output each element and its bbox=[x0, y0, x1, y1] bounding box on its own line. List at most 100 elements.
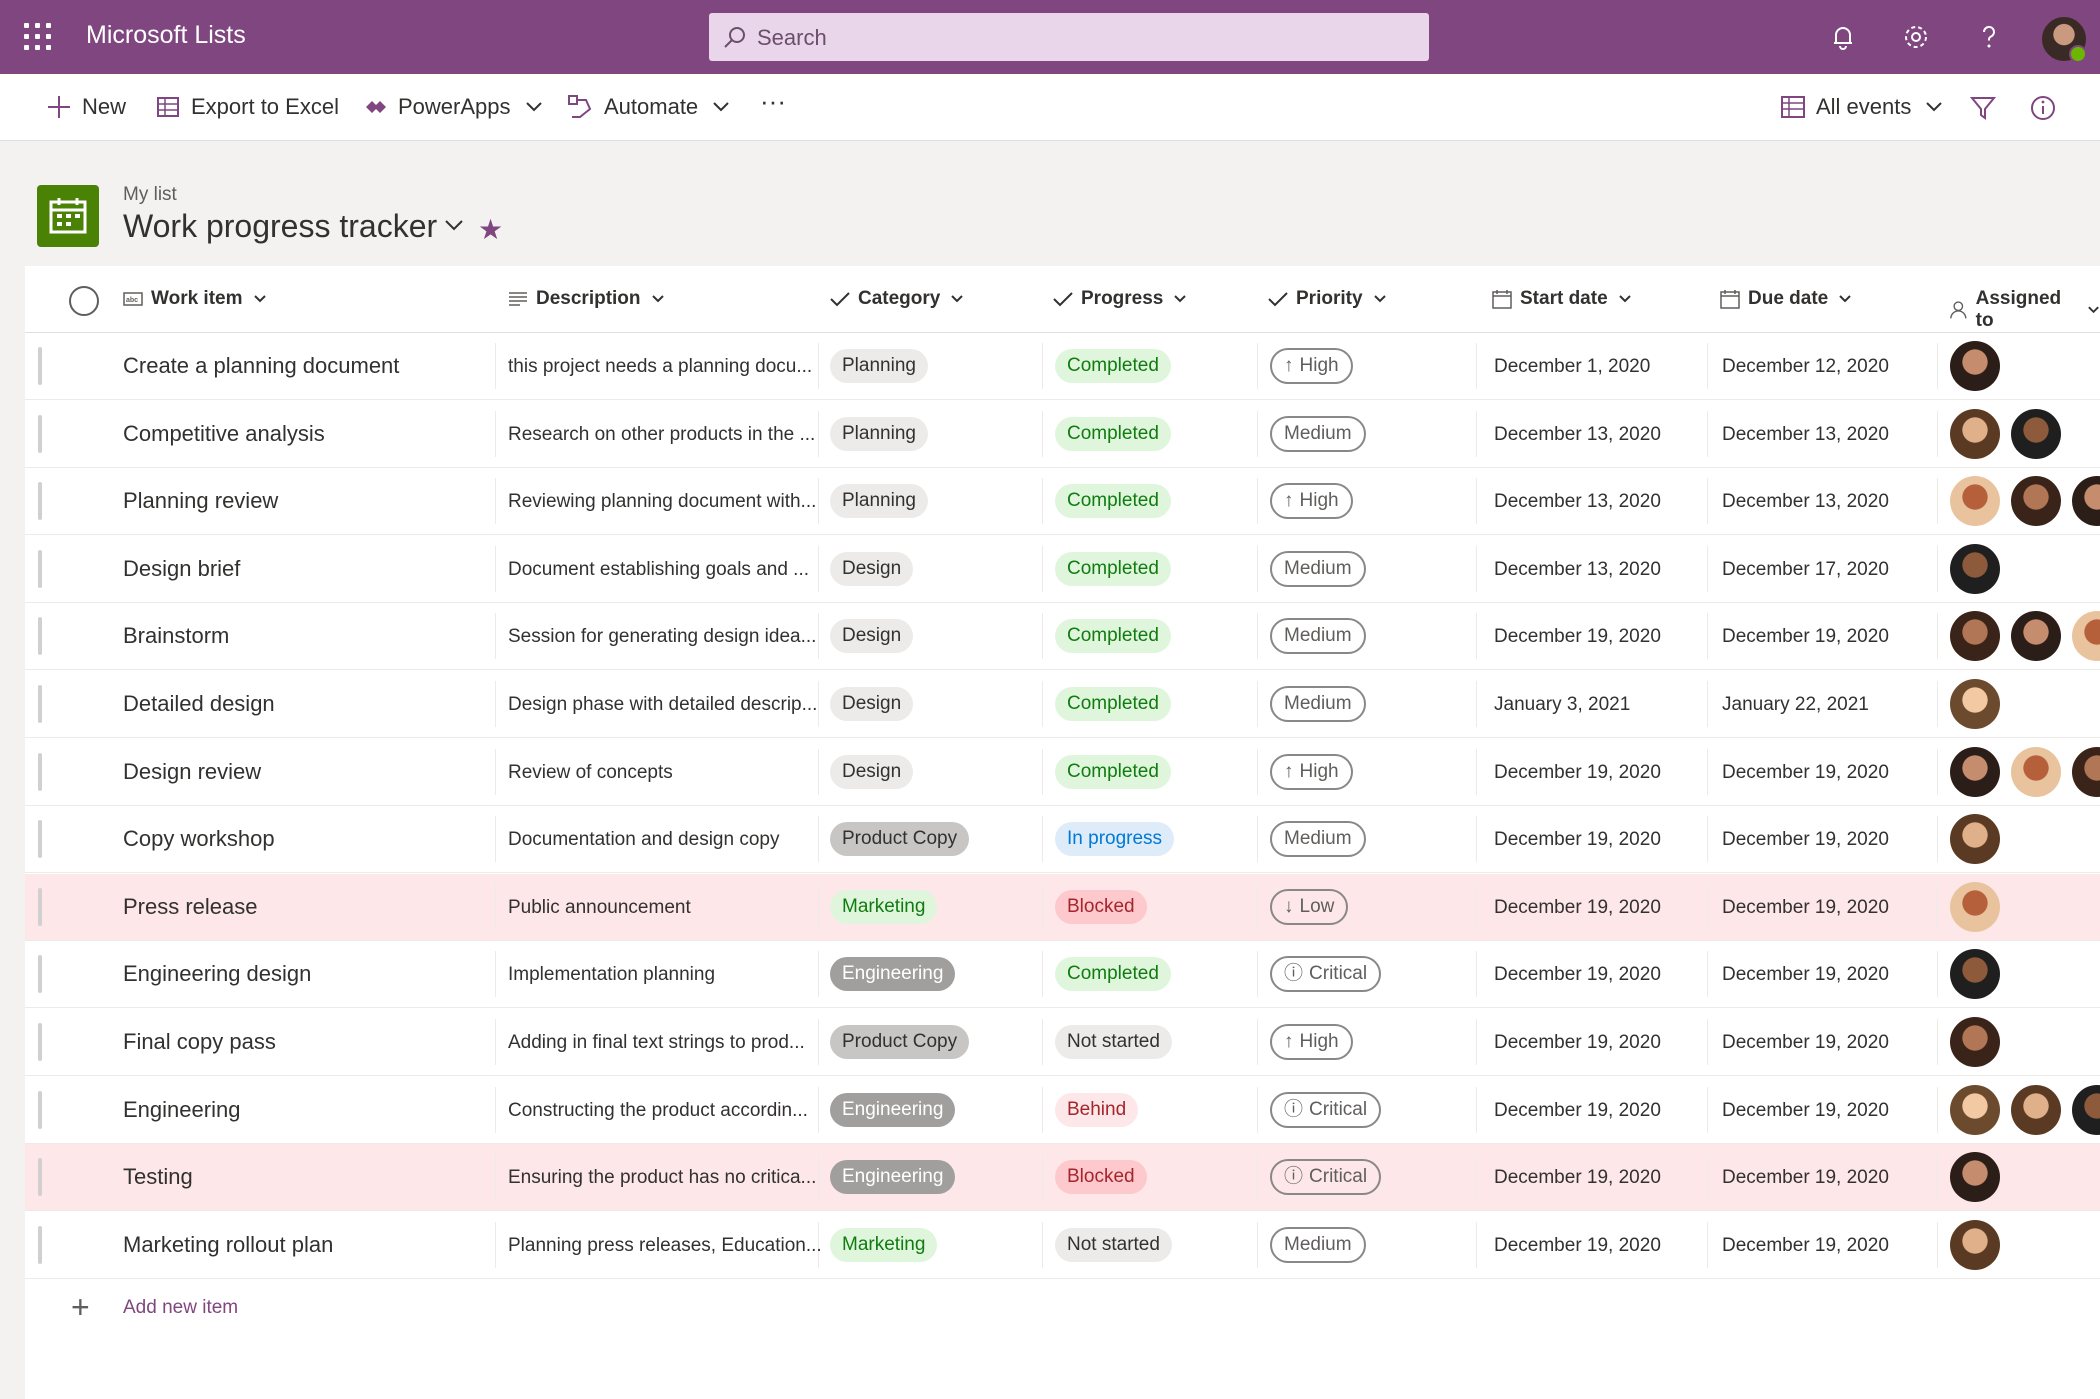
priority-pill[interactable]: Medium bbox=[1270, 686, 1366, 722]
assignee-avatar[interactable] bbox=[2072, 746, 2100, 797]
priority-pill[interactable]: Medium bbox=[1270, 821, 1366, 858]
category-pill[interactable]: Planning bbox=[830, 349, 928, 383]
view-selector[interactable]: All events bbox=[1780, 92, 1953, 122]
category-pill[interactable]: Engineering bbox=[830, 1160, 956, 1195]
category-pill[interactable]: Design bbox=[830, 754, 914, 789]
due-date-cell[interactable]: December 19, 2020 bbox=[1722, 1167, 1889, 1189]
assignee-avatar[interactable] bbox=[2072, 1084, 2100, 1135]
work-item-title[interactable]: Marketing rollout plan bbox=[123, 1231, 334, 1257]
assignee-avatar[interactable] bbox=[1950, 746, 2000, 797]
row-drag-handle[interactable] bbox=[38, 752, 42, 791]
category-pill[interactable]: Product Copy bbox=[830, 822, 970, 857]
work-item-title[interactable]: Press release bbox=[123, 893, 258, 919]
table-row[interactable]: Brainstorm Session for generating design … bbox=[25, 603, 2100, 671]
due-date-cell[interactable]: December 19, 2020 bbox=[1722, 761, 1889, 783]
progress-pill[interactable]: Completed bbox=[1055, 957, 1171, 992]
table-row[interactable]: Design review Review of concepts Design Com… bbox=[25, 739, 2100, 806]
work-item-title[interactable]: Final copy pass bbox=[123, 1029, 276, 1054]
assignee-avatar[interactable] bbox=[1950, 1219, 2000, 1270]
category-pill[interactable]: Planning bbox=[830, 416, 928, 451]
priority-pill[interactable]: ↑ High bbox=[1270, 753, 1353, 790]
description-cell[interactable]: Research on other products in the ... bbox=[508, 423, 816, 445]
work-item-title[interactable]: Copy workshop bbox=[123, 826, 275, 852]
work-item-title[interactable]: Planning review bbox=[123, 488, 279, 514]
category-pill[interactable]: Marketing bbox=[830, 1227, 938, 1262]
due-date-cell[interactable]: December 19, 2020 bbox=[1722, 626, 1889, 648]
start-date-cell[interactable]: December 19, 2020 bbox=[1494, 896, 1661, 918]
due-date-cell[interactable]: December 19, 2020 bbox=[1722, 1032, 1889, 1053]
assignee-avatar[interactable] bbox=[2072, 611, 2100, 662]
column-header-description[interactable]: Description bbox=[508, 288, 665, 310]
description-cell[interactable]: Planning press releases, Education... bbox=[508, 1234, 822, 1256]
column-header-work-item[interactable]: abc Work item bbox=[123, 288, 267, 310]
assignee-avatar[interactable] bbox=[2011, 746, 2061, 797]
progress-pill[interactable]: Not started bbox=[1055, 1025, 1172, 1059]
progress-pill[interactable]: Behind bbox=[1055, 1092, 1139, 1127]
due-date-cell[interactable]: December 17, 2020 bbox=[1722, 558, 1889, 580]
automate-button[interactable]: Automate bbox=[566, 92, 740, 122]
assignee-avatar[interactable] bbox=[2011, 408, 2061, 459]
work-item-title[interactable]: Engineering design bbox=[123, 961, 312, 987]
category-pill[interactable]: Design bbox=[830, 551, 914, 586]
select-all-checkbox[interactable] bbox=[69, 286, 99, 316]
more-options-button[interactable]: ··· bbox=[760, 86, 786, 116]
progress-pill[interactable]: Completed bbox=[1055, 687, 1171, 721]
column-header-priority[interactable]: Priority bbox=[1268, 288, 1387, 310]
description-cell[interactable]: Session for generating design idea... bbox=[508, 626, 817, 648]
assignee-avatar[interactable] bbox=[1950, 341, 2000, 391]
priority-pill[interactable]: Medium bbox=[1270, 415, 1366, 452]
category-pill[interactable]: Design bbox=[830, 619, 914, 654]
start-date-cell[interactable]: December 13, 2020 bbox=[1494, 491, 1661, 513]
description-cell[interactable]: Documentation and design copy bbox=[508, 829, 780, 851]
row-drag-handle[interactable] bbox=[38, 414, 42, 453]
priority-pill[interactable]: ↑ High bbox=[1270, 483, 1353, 520]
row-drag-handle[interactable] bbox=[38, 1225, 42, 1264]
start-date-cell[interactable]: December 19, 2020 bbox=[1494, 829, 1661, 851]
progress-pill[interactable]: Completed bbox=[1055, 484, 1171, 519]
due-date-cell[interactable]: December 19, 2020 bbox=[1722, 1234, 1889, 1256]
column-header-progress[interactable]: Progress bbox=[1053, 288, 1187, 310]
work-item-title[interactable]: Competitive analysis bbox=[123, 420, 325, 446]
category-pill[interactable]: Planning bbox=[830, 484, 928, 519]
start-date-cell[interactable]: December 13, 2020 bbox=[1494, 423, 1661, 445]
description-cell[interactable]: Implementation planning bbox=[508, 964, 716, 986]
list-breadcrumb[interactable]: My list bbox=[123, 184, 177, 205]
app-title[interactable]: Microsoft Lists bbox=[86, 21, 246, 49]
priority-pill[interactable]: ↑ High bbox=[1270, 348, 1353, 384]
description-cell[interactable]: Document establishing goals and ... bbox=[508, 558, 810, 580]
start-date-cell[interactable]: December 19, 2020 bbox=[1494, 1032, 1661, 1053]
assignee-avatar[interactable] bbox=[1950, 679, 2000, 729]
row-drag-handle[interactable] bbox=[38, 347, 42, 385]
due-date-cell[interactable]: December 19, 2020 bbox=[1722, 1099, 1889, 1121]
start-date-cell[interactable]: December 19, 2020 bbox=[1494, 626, 1661, 648]
row-drag-handle[interactable] bbox=[38, 1090, 42, 1129]
assignee-avatar[interactable] bbox=[2011, 1084, 2061, 1135]
start-date-cell[interactable]: December 19, 2020 bbox=[1494, 1167, 1661, 1189]
category-pill[interactable]: Marketing bbox=[830, 889, 938, 924]
assignee-avatar[interactable] bbox=[1950, 476, 2000, 527]
user-avatar[interactable] bbox=[2040, 15, 2088, 63]
chevron-down-icon[interactable] bbox=[443, 218, 465, 234]
start-date-cell[interactable]: December 19, 2020 bbox=[1494, 761, 1661, 783]
progress-pill[interactable]: Completed bbox=[1055, 754, 1171, 789]
work-item-title[interactable]: Design brief bbox=[123, 555, 241, 581]
gear-icon[interactable] bbox=[1901, 22, 1931, 52]
due-date-cell[interactable]: December 19, 2020 bbox=[1722, 829, 1889, 851]
favorite-star-icon[interactable]: ★ bbox=[478, 214, 504, 245]
table-row[interactable]: Engineering Constructing the product acco… bbox=[25, 1077, 2100, 1144]
row-drag-handle[interactable] bbox=[38, 685, 42, 723]
add-new-item-button[interactable]: + Add new item bbox=[25, 1275, 2100, 1341]
due-date-cell[interactable]: December 12, 2020 bbox=[1722, 356, 1889, 377]
priority-pill[interactable]: Medium bbox=[1270, 1226, 1366, 1263]
assignee-avatar[interactable] bbox=[1950, 881, 2000, 932]
table-row[interactable]: Planning review Reviewing planning docume… bbox=[25, 468, 2100, 536]
row-drag-handle[interactable] bbox=[38, 482, 42, 521]
row-drag-handle[interactable] bbox=[38, 820, 42, 859]
category-pill[interactable]: Design bbox=[830, 687, 914, 721]
progress-pill[interactable]: Not started bbox=[1055, 1227, 1172, 1262]
start-date-cell[interactable]: December 13, 2020 bbox=[1494, 558, 1661, 580]
priority-pill[interactable]: ⓘ Critical bbox=[1270, 956, 1382, 993]
powerapps-button[interactable]: PowerApps bbox=[362, 92, 553, 122]
priority-pill[interactable]: ↓ Low bbox=[1270, 888, 1349, 925]
priority-pill[interactable]: ↑ High bbox=[1270, 1024, 1353, 1060]
